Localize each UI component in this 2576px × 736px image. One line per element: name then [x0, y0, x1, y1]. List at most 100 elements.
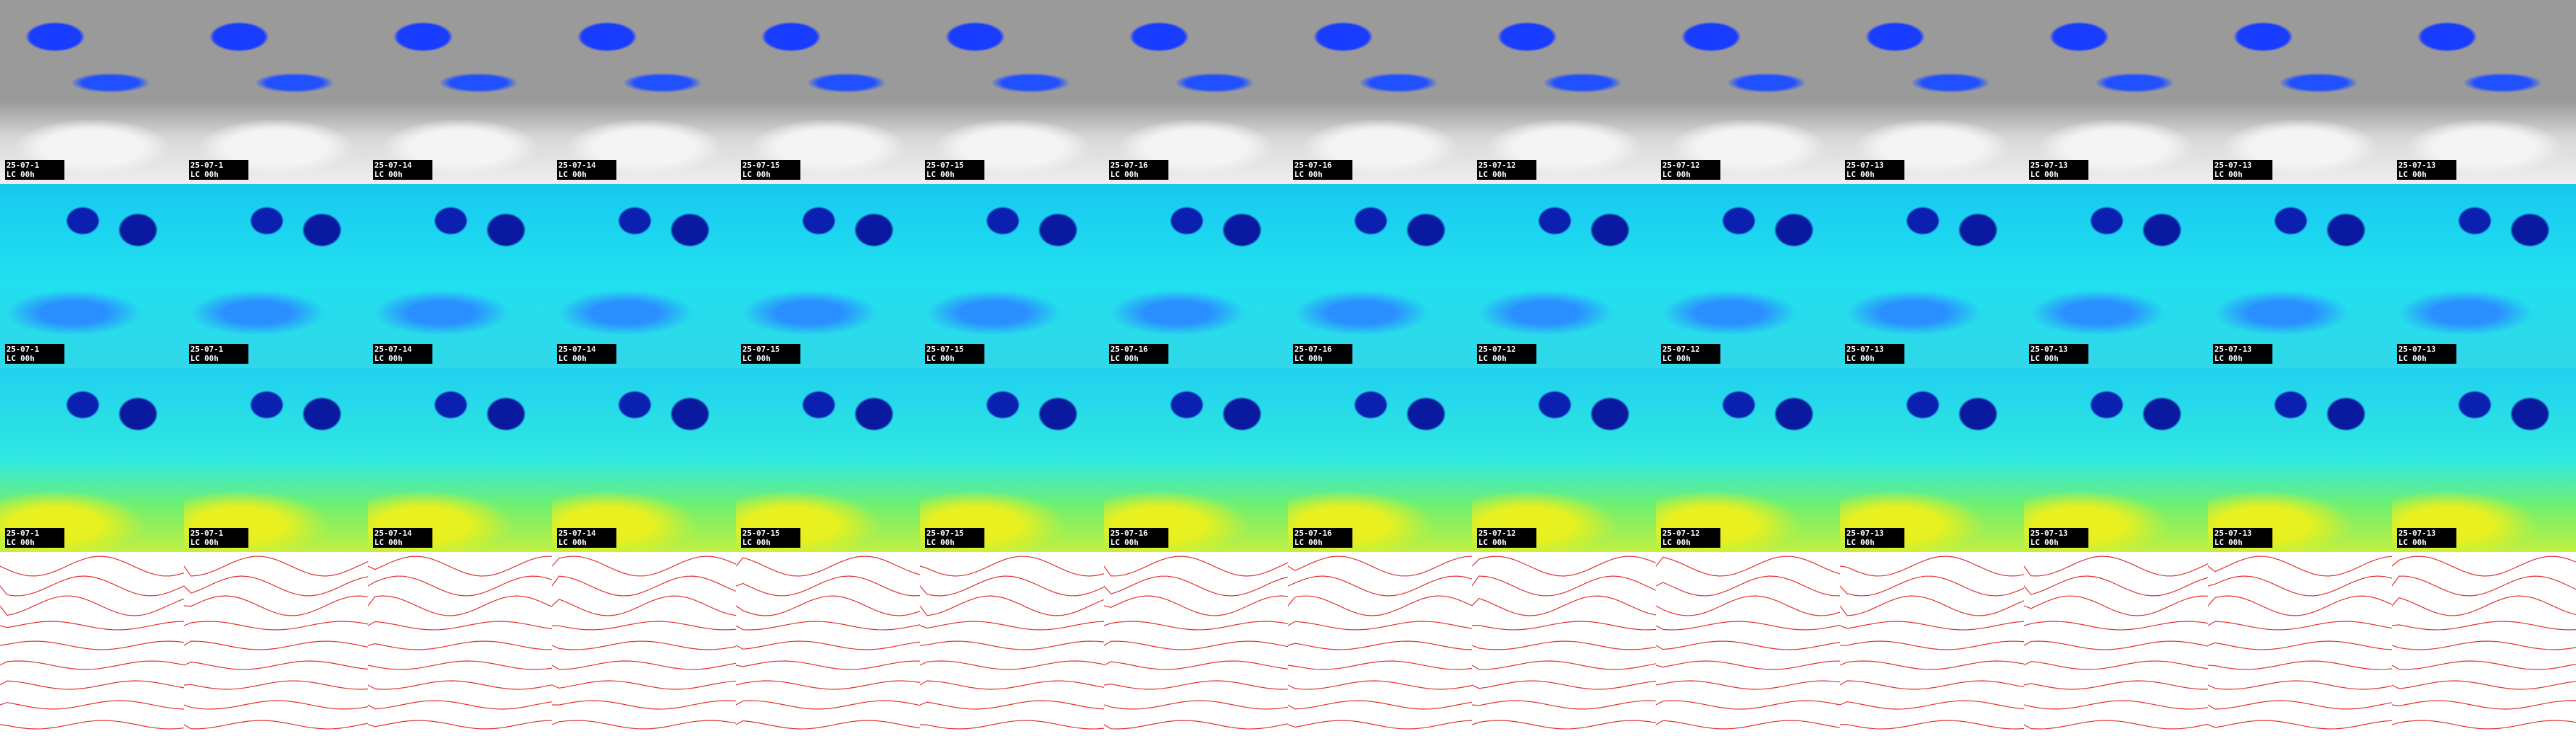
label-date: 25-07-13 — [1846, 161, 1884, 170]
label-run: LC 00h — [2030, 354, 2059, 363]
label-run: LC 00h — [1846, 354, 1875, 363]
contour-panel — [0, 552, 184, 736]
contour-panel — [2024, 552, 2208, 736]
contour-panel — [1840, 552, 2024, 736]
isobar — [552, 660, 736, 670]
isobar — [1656, 640, 1840, 650]
isobar — [1288, 680, 1472, 690]
map-panel: 25-07-1 LC 00h — [0, 368, 184, 552]
panel-label: 25-07-16 LC 00h — [1109, 160, 1168, 180]
isobar — [736, 660, 920, 670]
label-date: 25-07-16 — [1294, 529, 1332, 538]
map-panel: 25-07-13 LC 00h — [2024, 368, 2208, 552]
panel-label: 25-07-15 LC 00h — [741, 528, 800, 548]
isobar — [736, 700, 920, 710]
label-date: 25-07-16 — [1110, 529, 1148, 538]
label-date: 25-07-13 — [1846, 529, 1884, 538]
label-run: LC 00h — [2398, 170, 2427, 179]
label-run: LC 00h — [558, 354, 587, 363]
isobar — [368, 621, 552, 631]
label-run: LC 00h — [558, 538, 587, 547]
isobar — [1472, 556, 1656, 577]
isobar — [1104, 680, 1288, 690]
contours — [1840, 556, 2024, 730]
contours — [1656, 556, 1840, 730]
isobar — [2392, 621, 2576, 631]
label-run: LC 00h — [1662, 538, 1691, 547]
label-date: 25-07-15 — [926, 529, 964, 538]
map-panel: 25-07-13 LC 00h — [2392, 0, 2576, 184]
isobar — [1288, 595, 1472, 616]
isobar — [1656, 700, 1840, 710]
panel-label: 25-07-12 LC 00h — [1661, 344, 1720, 364]
isobar — [1104, 595, 1288, 616]
isobar — [1840, 621, 2024, 631]
label-date: 25-07-12 — [1662, 345, 1700, 354]
isobar — [2024, 660, 2208, 670]
isobar — [1472, 660, 1656, 670]
label-date: 25-07-16 — [1294, 161, 1332, 170]
panel-label: 25-07-13 LC 00h — [1845, 160, 1904, 180]
isobar — [920, 680, 1104, 690]
isobar — [2024, 720, 2208, 730]
panel-label: 25-07-16 LC 00h — [1109, 528, 1168, 548]
contour-panel — [368, 552, 552, 736]
contours — [2392, 556, 2576, 730]
map-panel: 25-07-16 LC 00h — [1104, 368, 1288, 552]
isobar — [2208, 680, 2392, 690]
panel-label: 25-07-13 LC 00h — [2213, 160, 2272, 180]
label-date: 25-07-14 — [374, 161, 412, 170]
map-panel: 25-07-15 LC 00h — [736, 0, 920, 184]
isobar — [1288, 640, 1472, 650]
isobar — [2392, 700, 2576, 710]
map-panel: 25-07-12 LC 00h — [1472, 184, 1656, 368]
isobar — [1840, 556, 2024, 577]
label-run: LC 00h — [1662, 170, 1691, 179]
contours — [1288, 556, 1472, 730]
panel-label: 25-07-14 LC 00h — [557, 344, 616, 364]
panel-label: 25-07-1 LC 00h — [5, 344, 64, 364]
contours — [1472, 556, 1656, 730]
map-panel: 25-07-16 LC 00h — [1104, 184, 1288, 368]
panel-label: 25-07-16 LC 00h — [1293, 160, 1352, 180]
isobar — [0, 640, 184, 650]
isobar — [368, 700, 552, 710]
label-run: LC 00h — [742, 538, 771, 547]
isobar — [920, 621, 1104, 631]
isobar — [2024, 700, 2208, 710]
map-panel: 25-07-1 LC 00h — [184, 0, 368, 184]
isobar — [1104, 720, 1288, 730]
label-run: LC 00h — [2214, 538, 2243, 547]
label-date: 25-07-1 — [6, 529, 40, 538]
isobar — [552, 640, 736, 650]
label-date: 25-07-16 — [1110, 345, 1148, 354]
label-date: 25-07-16 — [1294, 345, 1332, 354]
isobar — [736, 640, 920, 650]
panel-label: 25-07-12 LC 00h — [1477, 528, 1536, 548]
label-run: LC 00h — [1294, 170, 1323, 179]
panel-label: 25-07-13 LC 00h — [2029, 344, 2088, 364]
isobar — [1104, 660, 1288, 670]
isobar — [552, 595, 736, 616]
label-date: 25-07-13 — [1846, 345, 1884, 354]
isobar — [736, 720, 920, 730]
panel-label: 25-07-16 LC 00h — [1293, 344, 1352, 364]
map-panel: 25-07-12 LC 00h — [1656, 368, 1840, 552]
isobar — [552, 700, 736, 710]
isobar — [920, 700, 1104, 710]
label-run: LC 00h — [926, 170, 955, 179]
isobar — [0, 556, 184, 577]
label-run: LC 00h — [558, 170, 587, 179]
isobar — [184, 700, 368, 710]
panel-label: 25-07-14 LC 00h — [557, 160, 616, 180]
isobar — [1104, 640, 1288, 650]
isobar — [1472, 621, 1656, 631]
panel-label: 25-07-13 LC 00h — [2213, 528, 2272, 548]
label-date: 25-07-15 — [742, 529, 780, 538]
isobar — [1472, 595, 1656, 616]
isobar — [0, 595, 184, 616]
panel-label: 25-07-13 LC 00h — [1845, 528, 1904, 548]
isobar — [1840, 660, 2024, 670]
label-run: LC 00h — [926, 538, 955, 547]
contours — [0, 556, 184, 730]
